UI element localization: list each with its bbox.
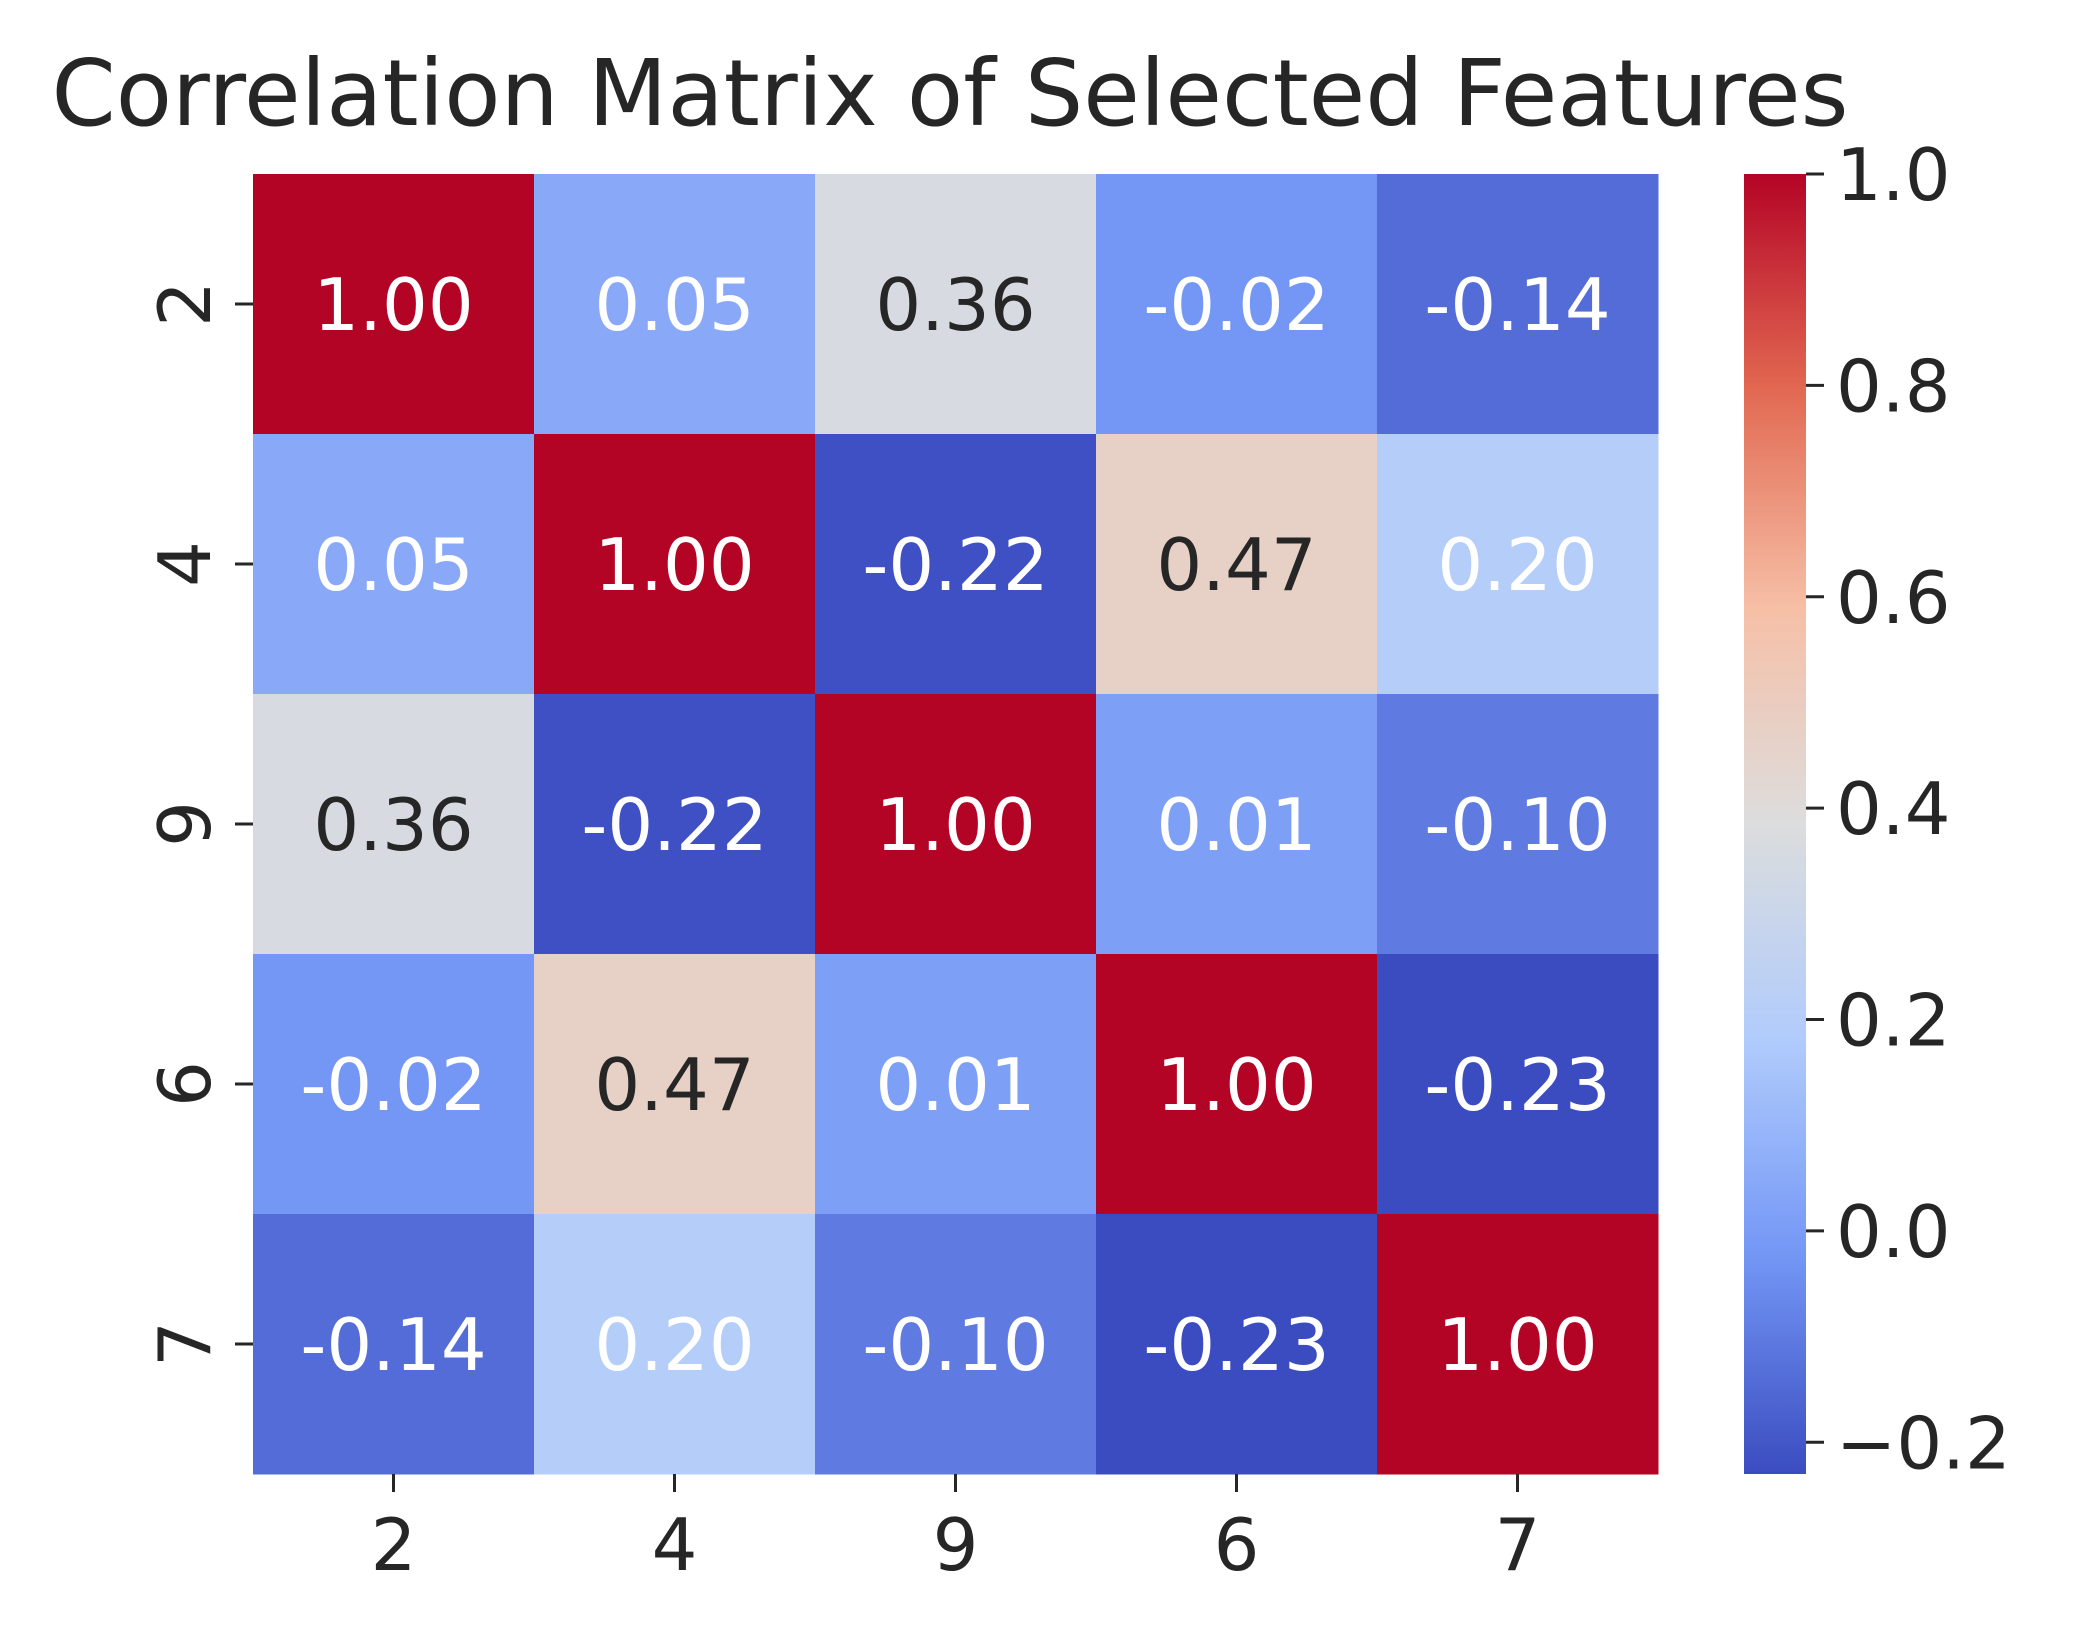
colorbar: 1.0 0.8 0.6 0.4 0.2 0.0 −0.2 bbox=[1744, 133, 2011, 1485]
chart-title: Correlation Matrix of Selected Features bbox=[51, 40, 1848, 147]
heatmap-cell bbox=[1096, 1214, 1378, 1475]
y-axis: 2 4 9 6 7 bbox=[143, 281, 253, 1367]
heatmap-cell bbox=[1377, 954, 1659, 1215]
cell-value-label: 1.00 bbox=[875, 783, 1035, 867]
cell-value-label: -0.10 bbox=[1424, 783, 1610, 867]
heatmap-cell bbox=[1096, 954, 1378, 1215]
cell-value-label: 0.20 bbox=[594, 1303, 754, 1387]
heatmap-cell bbox=[534, 434, 816, 695]
heatmap-cell bbox=[253, 1214, 535, 1475]
cell-value-label: 1.00 bbox=[1437, 1303, 1597, 1387]
y-tick-label: 9 bbox=[143, 801, 227, 847]
heatmap-cell bbox=[253, 694, 535, 955]
heatmap-cell bbox=[1377, 1214, 1659, 1475]
colorbar-tick-label: 0.8 bbox=[1836, 344, 1951, 428]
cell-value-label: 1.00 bbox=[594, 523, 754, 607]
cell-value-label: 0.20 bbox=[1437, 523, 1597, 607]
cell-value-label: -0.02 bbox=[1143, 263, 1329, 347]
colorbar-tick-label: −0.2 bbox=[1836, 1401, 2011, 1485]
heatmap-cell bbox=[1096, 174, 1378, 435]
heatmap-cell bbox=[253, 954, 535, 1215]
heatmap-cell bbox=[534, 694, 816, 955]
x-tick-label: 6 bbox=[1214, 1503, 1260, 1587]
y-tick-label: 4 bbox=[143, 541, 227, 587]
y-tick-label: 2 bbox=[143, 281, 227, 327]
cell-value-label: 0.01 bbox=[1156, 783, 1316, 867]
cell-value-label: -0.23 bbox=[1143, 1303, 1329, 1387]
x-tick-label: 4 bbox=[652, 1503, 698, 1587]
y-tick-label: 7 bbox=[143, 1321, 227, 1367]
cell-value-label: -0.23 bbox=[1424, 1043, 1610, 1127]
cell-value-label: -0.22 bbox=[862, 523, 1048, 607]
cell-value-label: -0.14 bbox=[300, 1303, 486, 1387]
x-tick-label: 7 bbox=[1495, 1503, 1541, 1587]
heatmap-annotations: 1.00 0.05 0.36 -0.02 -0.14 0.05 1.00 -0.22 0.47 0… bbox=[300, 263, 1610, 1387]
cell-value-label: 0.47 bbox=[1156, 523, 1316, 607]
cell-value-label: 0.05 bbox=[594, 263, 754, 347]
heatmap-cell bbox=[1096, 694, 1378, 955]
colorbar-tick-label: 0.2 bbox=[1836, 979, 1951, 1063]
heatmap-cell bbox=[1377, 694, 1659, 955]
colorbar-gradient bbox=[1744, 174, 1806, 1474]
colorbar-tick-label: 0.6 bbox=[1836, 556, 1951, 640]
heatmap-cell bbox=[815, 1214, 1097, 1475]
heatmap-cell bbox=[1377, 434, 1659, 695]
heatmap-cell bbox=[253, 434, 535, 695]
cell-value-label: 0.47 bbox=[594, 1043, 754, 1127]
cell-value-label: 0.01 bbox=[875, 1043, 1035, 1127]
heatmap-cell bbox=[534, 1214, 816, 1475]
cell-value-label: -0.10 bbox=[862, 1303, 1048, 1387]
cell-value-label: 1.00 bbox=[313, 263, 473, 347]
x-tick-label: 9 bbox=[933, 1503, 979, 1587]
heatmap-cell bbox=[534, 954, 816, 1215]
x-tick-label: 2 bbox=[371, 1503, 417, 1587]
cell-value-label: -0.22 bbox=[581, 783, 767, 867]
colorbar-tick-label: 0.0 bbox=[1836, 1190, 1951, 1274]
heatmap-cell bbox=[815, 954, 1097, 1215]
colorbar-tick-label: 0.4 bbox=[1836, 767, 1951, 851]
cell-value-label: 0.36 bbox=[875, 263, 1035, 347]
heatmap-cell bbox=[815, 694, 1097, 955]
heatmap-cell bbox=[534, 174, 816, 435]
heatmap-cells bbox=[253, 174, 1659, 1475]
cell-value-label: 1.00 bbox=[1156, 1043, 1316, 1127]
cell-value-label: -0.02 bbox=[300, 1043, 486, 1127]
cell-value-label: -0.14 bbox=[1424, 263, 1610, 347]
heatmap-cell bbox=[815, 434, 1097, 695]
x-axis: 2 4 9 6 7 bbox=[371, 1474, 1541, 1587]
heatmap-cell bbox=[1377, 174, 1659, 435]
y-tick-label: 6 bbox=[143, 1061, 227, 1107]
cell-value-label: 0.36 bbox=[313, 783, 473, 867]
heatmap-cell bbox=[1096, 434, 1378, 695]
colorbar-tick-label: 1.0 bbox=[1836, 133, 1951, 217]
heatmap-cell bbox=[253, 174, 535, 435]
cell-value-label: 0.05 bbox=[313, 523, 473, 607]
heatmap-cell bbox=[815, 174, 1097, 435]
